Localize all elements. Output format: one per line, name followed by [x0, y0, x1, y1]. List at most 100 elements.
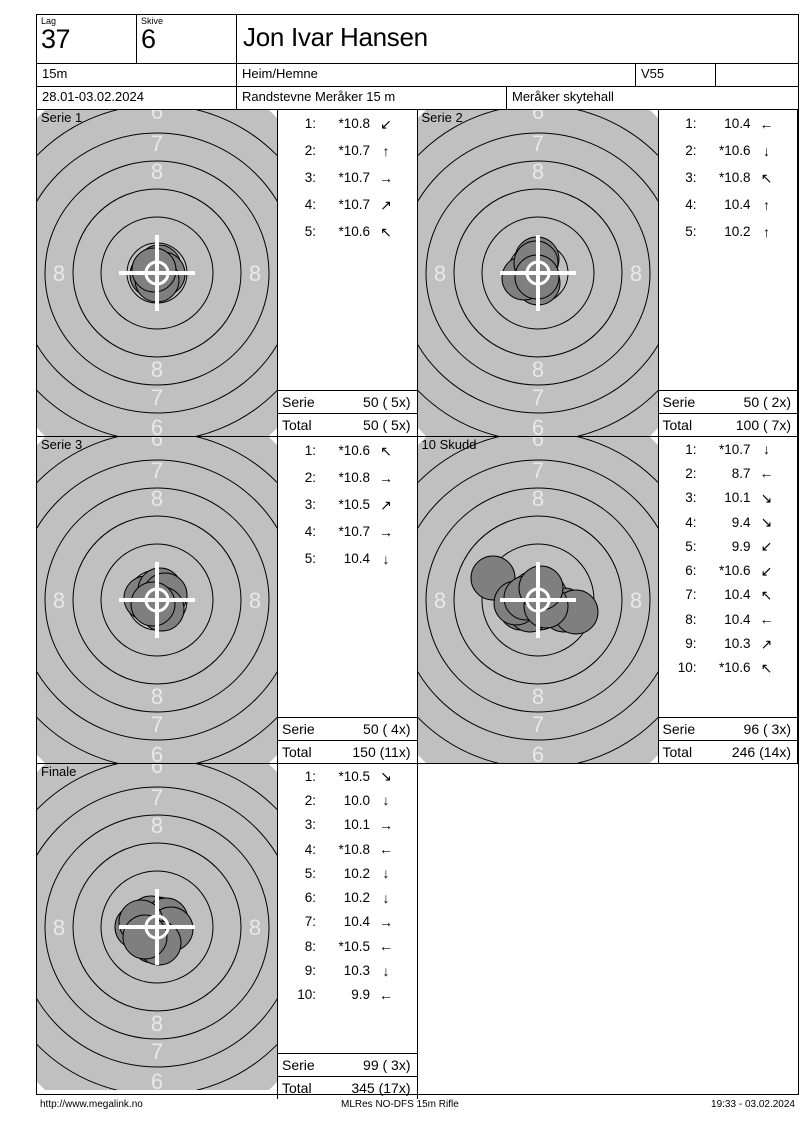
serie-total-row: Serie 50 ( 2x) — [658, 390, 797, 413]
shot-direction-arrow: ↘ — [760, 489, 773, 506]
footer-url[interactable]: http://www.megalink.no — [40, 1099, 143, 1110]
shot-direction-arrow: ← — [379, 841, 393, 858]
series-title: 10 Skudd — [421, 437, 477, 452]
shot-number: 2: — [304, 792, 316, 808]
shot-value: 10.3 — [724, 636, 751, 652]
svg-text:7: 7 — [151, 458, 163, 483]
shot-number: 2: — [304, 470, 316, 485]
target-graphic: Finale 6 7 8 8 8 8 7 6 — [37, 764, 277, 1099]
svg-text:6: 6 — [531, 437, 543, 451]
shot-direction-arrow: ↑ — [763, 196, 770, 213]
shot-number: 10: — [677, 660, 697, 676]
series-panel: Serie 3 6 7 8 8 8 8 7 6 1: *10.6 ↖ 2: *10.8 → 3… — [37, 437, 418, 763]
shot-row: 1: *10.5 ↘ — [278, 764, 417, 788]
shot-number: 4: — [304, 197, 316, 212]
shot-row: 1: 10.4 ← — [659, 110, 798, 137]
shot-row: 9: 10.3 ↗ — [659, 631, 798, 655]
serie-score: 50 ( 5x) — [363, 394, 411, 410]
svg-text:8: 8 — [249, 261, 261, 286]
shot-row: 3: 10.1 ↘ — [659, 486, 798, 510]
shot-row: 4: 9.4 ↘ — [659, 510, 798, 534]
svg-text:8: 8 — [629, 261, 641, 286]
shot-row: 2: 8.7 ← — [659, 461, 798, 485]
svg-text:7: 7 — [531, 458, 543, 483]
running-total-row: Total 345 (17x) — [278, 1076, 417, 1099]
svg-text:8: 8 — [531, 684, 543, 709]
shot-row: 3: *10.7 → — [278, 164, 417, 191]
total-label: Total — [282, 1080, 312, 1096]
running-total-row: Total 50 ( 5x) — [278, 413, 417, 436]
running-total-row: Total 150 (11x) — [278, 740, 417, 763]
lag-cell: Lag 37 — [37, 15, 137, 63]
serie-total-row: Serie 50 ( 4x) — [278, 717, 417, 740]
shot-direction-arrow: → — [379, 523, 393, 540]
shot-direction-arrow: ↖ — [760, 586, 773, 603]
shot-row: 10: 9.9 ← — [278, 983, 417, 1007]
svg-text:7: 7 — [531, 712, 543, 737]
shot-value: 9.9 — [351, 987, 370, 1003]
shot-value: 8.7 — [731, 465, 751, 481]
shot-number: 7: — [685, 587, 697, 603]
shot-row: 6: 10.2 ↓ — [278, 885, 417, 909]
svg-text:8: 8 — [53, 261, 65, 286]
date-range: 28.01-03.02.2024 — [37, 87, 237, 109]
shot-direction-arrow: ↘ — [380, 768, 392, 785]
shot-number: 4: — [304, 841, 316, 857]
empty-panel — [418, 764, 799, 1099]
shot-value: 10.0 — [343, 792, 370, 808]
serie-score: 50 ( 2x) — [743, 394, 791, 410]
serie-label: Serie — [662, 721, 696, 737]
series-panel: Serie 1 6 7 8 8 8 8 7 6 1: *10.8 ↙ 2: *10.7 ↑ 3… — [37, 110, 418, 436]
series-panel: 10 Skudd 6 7 8 8 8 8 7 6 1: *10.7 ↓ 2: 8.7 ← 3:… — [417, 437, 798, 763]
svg-text:6: 6 — [151, 764, 163, 778]
total-score: 150 (11x) — [352, 744, 411, 760]
svg-text:8: 8 — [249, 588, 261, 613]
shot-row: 5: *10.6 ↖ — [278, 218, 417, 245]
skive-value: 6 — [141, 24, 156, 54]
serie-total-row: Serie 50 ( 5x) — [278, 390, 417, 413]
shot-direction-arrow: ↓ — [763, 441, 770, 458]
header-row-details: 15m Heim/Hemne V55 — [37, 64, 798, 87]
shot-number: 9: — [304, 963, 316, 979]
shot-row: 3: *10.5 ↗ — [278, 491, 417, 518]
lag-value: 37 — [41, 24, 71, 54]
shot-list: 1: *10.8 ↙ 2: *10.7 ↑ 3: *10.7 → 4: *10.… — [278, 110, 417, 390]
shot-row: 4: *10.7 ↗ — [278, 191, 417, 218]
shot-direction-arrow: ← — [759, 115, 774, 132]
distance-value: 15m — [37, 64, 237, 86]
shot-list: 1: *10.5 ↘ 2: 10.0 ↓ 3: 10.1 → 4: *10.8 … — [278, 764, 417, 1053]
shot-row: 5: 9.9 ↙ — [659, 534, 798, 558]
svg-text:6: 6 — [531, 110, 543, 124]
score-column: 1: 10.4 ← 2: *10.6 ↓ 3: *10.8 ↖ 4: 10.4 … — [657, 110, 798, 436]
svg-text:6: 6 — [151, 742, 163, 763]
shot-row: 2: 10.0 ↓ — [278, 788, 417, 812]
shot-direction-arrow: ↘ — [760, 514, 773, 531]
shot-direction-arrow: → — [379, 913, 393, 930]
shot-value: *10.5 — [338, 768, 370, 784]
shot-number: 6: — [685, 563, 697, 579]
shooter-name: Jon Ivar Hansen — [243, 22, 428, 52]
shot-direction-arrow: ↓ — [382, 962, 390, 979]
venue-name: Meråker skytehall — [512, 89, 614, 104]
series-panel: Finale 6 7 8 8 8 8 7 6 1: *10.5 ↘ 2: 10.0 ↓ 3: … — [37, 764, 418, 1099]
shot-value: *10.7 — [338, 524, 370, 539]
svg-text:7: 7 — [531, 385, 543, 410]
running-total-row: Total 100 ( 7x) — [658, 413, 797, 436]
shot-list: 1: *10.6 ↖ 2: *10.8 → 3: *10.5 ↗ 4: *10.… — [278, 437, 417, 717]
svg-text:8: 8 — [531, 159, 543, 184]
shot-number: 3: — [304, 170, 316, 185]
header-row-event: 28.01-03.02.2024 Randstevne Meråker 15 m… — [37, 87, 798, 110]
svg-text:6: 6 — [151, 110, 163, 124]
class-value: V55 — [636, 64, 716, 86]
shot-direction-arrow: ← — [379, 938, 393, 955]
shot-row: 8: 10.4 ← — [659, 607, 798, 631]
target-graphic: Serie 3 6 7 8 8 8 8 7 6 — [37, 437, 277, 763]
shot-value: *10.7 — [718, 441, 751, 457]
shot-number: 3: — [304, 817, 316, 833]
shot-number: 2: — [304, 143, 316, 158]
shot-number: 2: — [685, 465, 697, 481]
total-score: 100 ( 7x) — [735, 417, 791, 433]
shot-value: *10.8 — [338, 116, 370, 131]
series-grid: Serie 1 6 7 8 8 8 8 7 6 1: *10.8 ↙ 2: *10.7 ↑ 3… — [37, 110, 798, 1099]
shot-number: 1: — [685, 116, 697, 131]
